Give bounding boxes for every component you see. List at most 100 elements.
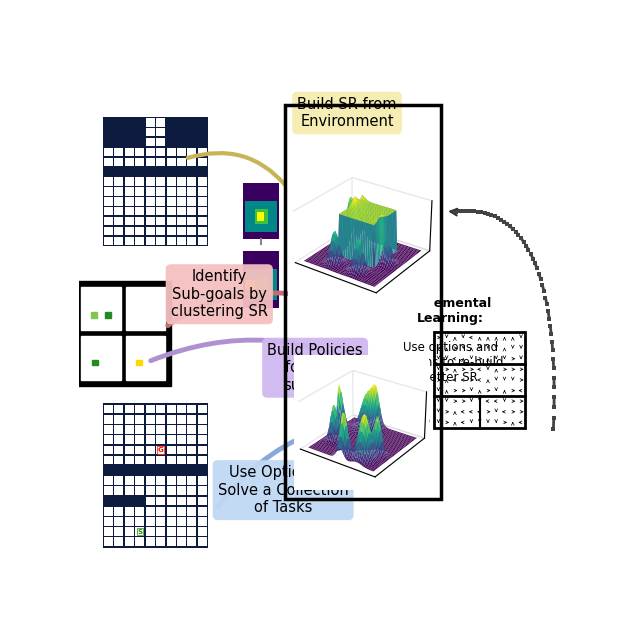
Bar [188,217,197,225]
Bar [198,415,207,424]
Bar [125,435,134,444]
Bar [115,527,124,536]
Bar [188,167,197,176]
Bar [167,187,176,196]
Bar [188,497,197,506]
Bar [167,446,176,454]
Bar [115,187,124,196]
Bar [115,476,124,485]
Bar [188,487,197,495]
Bar [104,227,113,235]
Bar [104,118,113,127]
Bar [156,128,165,137]
Bar [125,187,134,196]
Bar [146,537,155,546]
Bar [104,527,113,536]
Bar [135,476,145,485]
Bar [177,537,186,546]
Text: Build Policies
for each
sub-goal: Build Policies for each sub-goal [268,343,363,392]
Bar [198,425,207,434]
Bar [188,148,197,156]
Bar [156,415,165,424]
Bar [177,227,186,235]
Bar [115,217,124,225]
Bar [156,197,165,205]
Bar [91,312,97,318]
Bar [167,158,176,166]
Bar [136,359,142,366]
Bar [135,415,145,424]
Bar [167,128,176,137]
Bar [125,217,134,225]
Bar [156,177,165,186]
Bar [125,507,134,516]
Bar [93,359,98,366]
Bar [177,217,186,225]
Bar [156,527,165,536]
Bar [198,517,207,526]
Bar [188,404,197,413]
Bar [177,456,186,464]
Bar [255,209,268,224]
Bar [198,476,207,485]
Bar [146,404,155,413]
Bar [115,197,124,205]
Text: Incremental
Learning:: Incremental Learning: [408,298,493,326]
Bar [104,128,113,137]
Bar [135,128,145,137]
Bar [115,446,124,454]
Bar [198,138,207,146]
Bar [115,237,124,245]
Bar [177,517,186,526]
Bar [135,425,145,434]
Bar [198,456,207,464]
Bar [177,527,186,536]
Bar [115,425,124,434]
Bar [146,237,155,245]
Bar [188,187,197,196]
FancyArrowPatch shape [168,293,290,326]
Bar [135,466,145,474]
Bar [146,466,155,474]
Bar [188,227,197,235]
Bar [115,537,124,546]
Bar [115,435,124,444]
Bar [135,435,145,444]
Bar [125,517,134,526]
Bar [115,507,124,516]
Bar [135,138,145,146]
Bar [177,237,186,245]
Bar [103,403,208,548]
Bar [156,435,165,444]
Bar [104,167,113,176]
Bar [115,207,124,216]
Bar [198,167,207,176]
Bar [177,415,186,424]
Bar [188,476,197,485]
Bar [156,167,165,176]
Bar [104,177,113,186]
Bar [135,507,145,516]
Bar [156,466,165,474]
Bar [104,425,113,434]
Bar [104,207,113,216]
Bar [188,177,197,186]
Bar [126,336,165,380]
Bar [188,435,197,444]
Bar [115,517,124,526]
Bar [167,527,176,536]
Bar [156,207,165,216]
Bar [135,497,145,506]
Bar [156,158,165,166]
Bar [105,312,111,318]
Bar [167,456,176,464]
Bar [81,336,120,380]
Bar [146,517,155,526]
Bar [177,446,186,454]
Bar [177,187,186,196]
Bar [177,435,186,444]
Bar [125,158,134,166]
Bar [104,138,113,146]
Bar [243,251,280,308]
Bar [135,158,145,166]
